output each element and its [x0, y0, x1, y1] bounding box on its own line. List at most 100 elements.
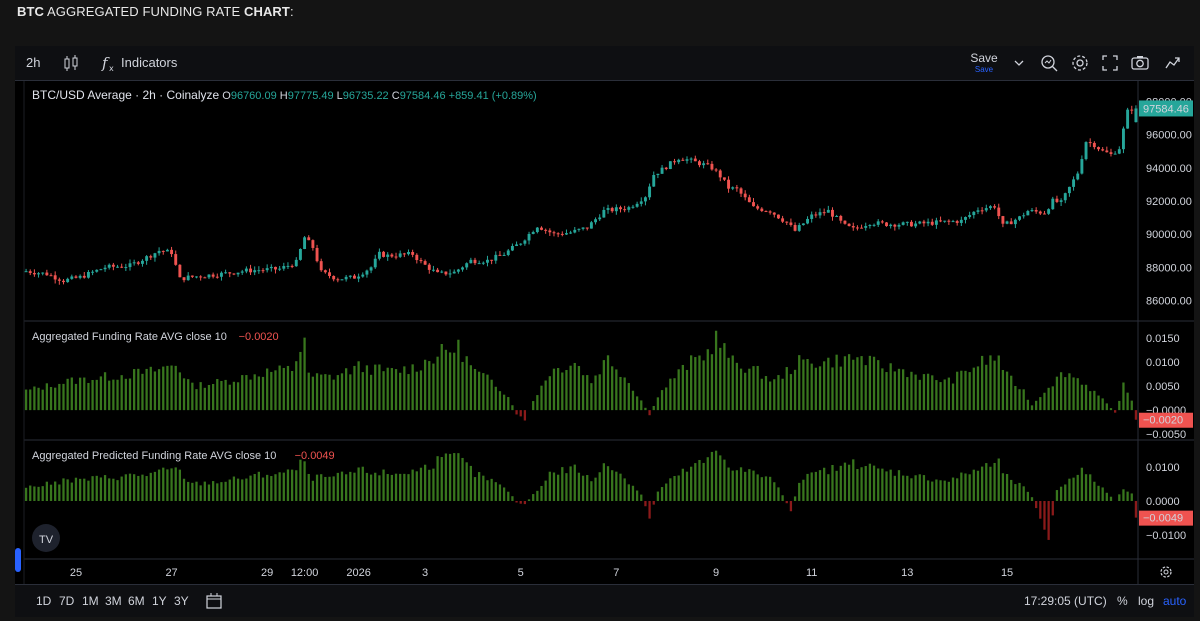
range-6m[interactable]: 6M — [128, 594, 145, 608]
candle — [893, 224, 897, 227]
time-tick-label: 7 — [613, 567, 619, 579]
range-1m[interactable]: 1M — [82, 594, 99, 608]
time-tick-label: 5 — [518, 567, 524, 579]
candle — [1072, 179, 1076, 187]
last-price-badge — [1139, 100, 1193, 117]
candle — [959, 219, 963, 223]
candle — [930, 221, 934, 225]
candle — [390, 254, 394, 257]
candle — [1030, 210, 1034, 212]
title-end: : — [289, 4, 294, 19]
auto-toggle[interactable]: auto — [1163, 594, 1187, 608]
candle — [1051, 198, 1055, 210]
candle — [988, 206, 992, 209]
candle — [1038, 211, 1042, 214]
time-tick-label: 27 — [165, 567, 177, 579]
svg-text:f: f — [101, 54, 110, 72]
indicator-tick-label: −0.0050 — [1146, 429, 1186, 441]
range-3y[interactable]: 3Y — [174, 594, 189, 608]
candle — [149, 256, 153, 258]
time-tick-label: 25 — [70, 567, 82, 579]
quick-search-icon[interactable] — [1039, 53, 1059, 73]
candle — [1092, 142, 1096, 148]
candle — [369, 267, 373, 271]
candle — [165, 249, 169, 252]
candle — [444, 271, 448, 275]
candle — [806, 218, 809, 224]
range-3m[interactable]: 3M — [105, 594, 122, 608]
tradingview-logo-text: TV — [39, 534, 54, 546]
percent-toggle[interactable]: % — [1117, 594, 1128, 608]
candle — [1101, 149, 1105, 151]
candle — [602, 209, 606, 218]
candle — [86, 272, 90, 278]
interval-button[interactable]: 2h — [26, 55, 41, 70]
candle — [918, 221, 922, 224]
candle — [905, 221, 909, 223]
chart-area[interactable]: 98000.0096000.0094000.0092000.0090000.00… — [15, 81, 1194, 584]
candle — [116, 266, 119, 268]
price-tick-label: 92000.00 — [1146, 196, 1192, 208]
log-toggle[interactable]: log — [1138, 594, 1155, 608]
candle — [818, 212, 822, 216]
candle — [564, 233, 568, 235]
candle — [461, 267, 464, 270]
title-middle: AGGREGATED FUNDING RATE — [44, 4, 244, 19]
legend-title: BTC/USD Average · 2h · Coinalyze — [32, 88, 220, 102]
candle — [648, 186, 652, 198]
time-tick-label: 29 — [261, 567, 273, 579]
camera-icon[interactable] — [1130, 53, 1150, 73]
gear-icon[interactable] — [1070, 53, 1090, 73]
save-button[interactable]: Save Save — [964, 51, 1004, 74]
candle — [540, 227, 543, 230]
candle — [498, 254, 502, 256]
range-1d[interactable]: 1D — [36, 594, 52, 608]
clock-utc[interactable]: 17:29:05 (UTC) — [1024, 594, 1107, 608]
candle — [835, 215, 839, 217]
candle — [382, 251, 386, 257]
candle — [897, 224, 901, 227]
indicators-button[interactable]: Indicators — [121, 55, 178, 70]
candle — [236, 272, 240, 275]
candle — [569, 232, 573, 234]
chevron-down-icon[interactable] — [1009, 53, 1029, 73]
candle — [860, 227, 864, 229]
candle — [244, 268, 248, 272]
candle — [772, 212, 776, 215]
fullscreen-icon[interactable] — [1100, 53, 1120, 73]
indicator-value-badge — [1139, 510, 1193, 526]
candles-icon[interactable] — [61, 53, 81, 73]
candle — [103, 267, 107, 270]
candle — [855, 227, 859, 229]
candle — [486, 259, 489, 263]
side-panel-handle[interactable] — [15, 548, 21, 572]
candle — [57, 279, 61, 281]
candle — [914, 223, 918, 227]
candle — [195, 276, 198, 278]
candle — [814, 214, 818, 216]
calendar-range-icon[interactable] — [204, 591, 224, 611]
candle — [1076, 173, 1080, 180]
candle — [926, 221, 930, 224]
candle — [340, 279, 344, 281]
candle — [631, 206, 635, 208]
candle — [386, 254, 390, 257]
candle — [1026, 211, 1030, 216]
candle — [785, 221, 789, 223]
candle — [831, 209, 834, 217]
time-tick-label: 12:00 — [291, 567, 319, 579]
range-1y[interactable]: 1Y — [152, 594, 167, 608]
candle — [78, 275, 82, 278]
candle — [1043, 213, 1046, 215]
chart-link-icon[interactable] — [1163, 53, 1183, 73]
indicator-tick-label: 0.0100 — [1146, 462, 1180, 474]
candle — [760, 208, 764, 212]
candle — [531, 232, 535, 234]
time-tick-label: 3 — [422, 567, 428, 579]
axis-settings-icon[interactable] — [1160, 566, 1172, 578]
candle — [664, 167, 668, 170]
candle — [132, 262, 136, 264]
range-7d[interactable]: 7D — [59, 594, 75, 608]
candle — [847, 223, 851, 227]
